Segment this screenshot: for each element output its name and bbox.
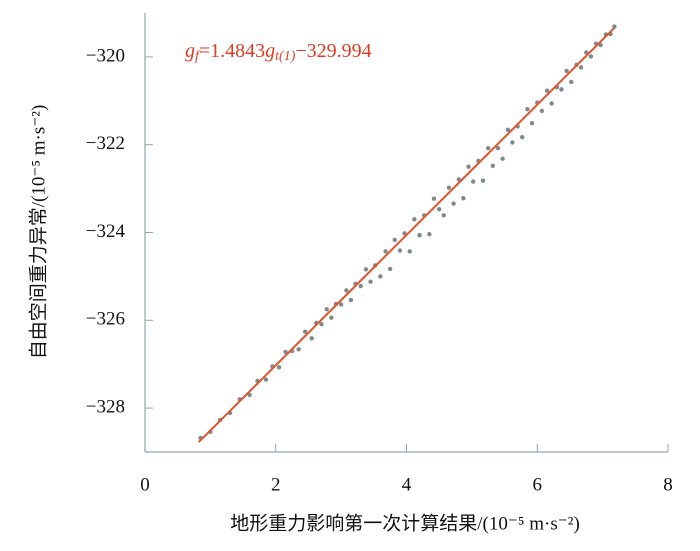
point [338,302,344,307]
point [490,163,495,168]
point [324,307,329,312]
point [495,146,501,151]
point [363,267,369,272]
point [302,329,308,334]
point [368,279,373,284]
point [319,322,324,327]
eq-mid: =1.4843 [199,40,265,62]
point [276,365,282,370]
point [358,283,363,289]
point [309,336,314,341]
point [344,288,349,293]
point [466,164,471,169]
fit-line [197,27,616,443]
eq-mid-sub: t(1) [275,49,296,64]
point [348,297,354,303]
point [296,347,301,352]
point [505,127,511,132]
y-axis-label: 自由空间重力异常/(10⁻⁵ m·s⁻²) [27,105,49,360]
point [544,88,550,93]
point [529,120,535,126]
eq-mid-var: g [265,40,275,62]
point [520,135,525,140]
point [397,248,403,253]
y-tick-label: −328 [86,396,125,417]
point [283,349,288,355]
point [549,101,554,106]
x-axis-label: 地形重力影响第一次计算结果/(10⁻⁵ m·s⁻²) [230,512,580,534]
point [480,178,486,183]
point [500,156,505,161]
x-tick-label: 2 [271,474,281,495]
point [383,249,388,254]
point [559,87,564,92]
x-tick-label: 4 [402,474,412,495]
point [510,140,515,145]
point [451,201,456,206]
point [446,185,452,190]
point [392,237,397,243]
point [378,274,383,279]
point [525,106,530,112]
point [263,377,269,382]
point [470,179,476,184]
point [486,146,491,151]
point [569,79,574,85]
point [427,232,432,237]
point [564,68,569,74]
eq-rhs: −329.994 [295,40,371,62]
y-tick-label: −320 [86,45,125,66]
point [407,249,412,254]
point [441,213,446,218]
x-tick-label: 6 [533,474,543,495]
point [417,232,422,238]
point [412,217,417,222]
point [539,108,545,114]
point [431,196,437,201]
x-tick-label: 0 [140,474,150,495]
equation: gf=1.4843gt(1)−329.994 [185,40,372,65]
y-tick-label: −322 [86,133,125,154]
x-tick-label: 8 [663,474,673,495]
point [588,54,594,59]
point [461,196,466,201]
point [329,315,334,320]
point [387,266,393,272]
y-tick-label: −324 [86,221,126,242]
eq-lhs: g [185,40,195,62]
y-tick-label: −326 [86,309,125,330]
point [578,65,584,70]
eq-lhs-sub: f [195,49,201,64]
point [436,207,442,212]
